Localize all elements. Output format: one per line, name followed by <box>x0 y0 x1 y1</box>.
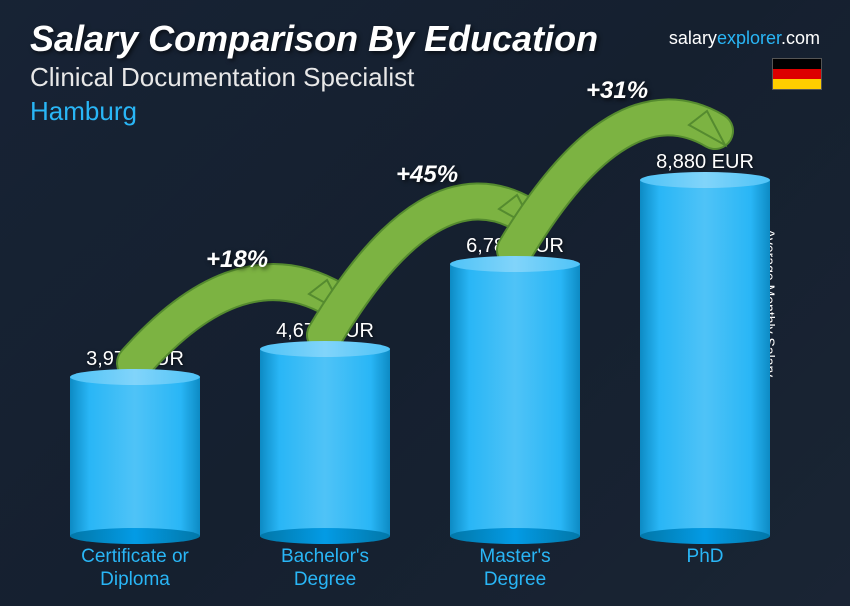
brand-prefix: salary <box>669 28 717 48</box>
brand-watermark: salaryexplorer.com <box>669 28 820 49</box>
x-axis-label: Bachelor'sDegree <box>250 546 400 592</box>
bar-value-label: 6,780 EUR <box>466 235 564 258</box>
chart-location: Hamburg <box>30 96 137 127</box>
brand-accent: explorer <box>717 28 781 48</box>
x-axis-label: Master'sDegree <box>440 546 590 592</box>
bar-value-label: 3,970 EUR <box>86 348 184 371</box>
increase-pct-label: +31% <box>586 77 648 105</box>
chart-title: Salary Comparison By Education <box>30 18 598 60</box>
bar-value-label: 4,670 EUR <box>276 320 374 343</box>
bar-chart: 3,970 EUR 4,670 EUR 6,780 EUR 8,880 EUR … <box>40 140 800 586</box>
increase-pct-label: +18% <box>206 246 268 274</box>
x-axis-label: Certificate orDiploma <box>60 546 210 592</box>
bar: 6,780 EUR <box>440 235 590 536</box>
increase-pct-label: +45% <box>396 161 458 189</box>
brand-suffix: .com <box>781 28 820 48</box>
x-axis-label: PhD <box>630 546 780 592</box>
chart-subtitle: Clinical Documentation Specialist <box>30 62 414 93</box>
bar: 4,670 EUR <box>250 320 400 536</box>
bar-value-label: 8,880 EUR <box>656 151 754 174</box>
bar: 8,880 EUR <box>630 151 780 536</box>
bar: 3,970 EUR <box>60 348 210 536</box>
germany-flag-icon <box>772 58 822 90</box>
